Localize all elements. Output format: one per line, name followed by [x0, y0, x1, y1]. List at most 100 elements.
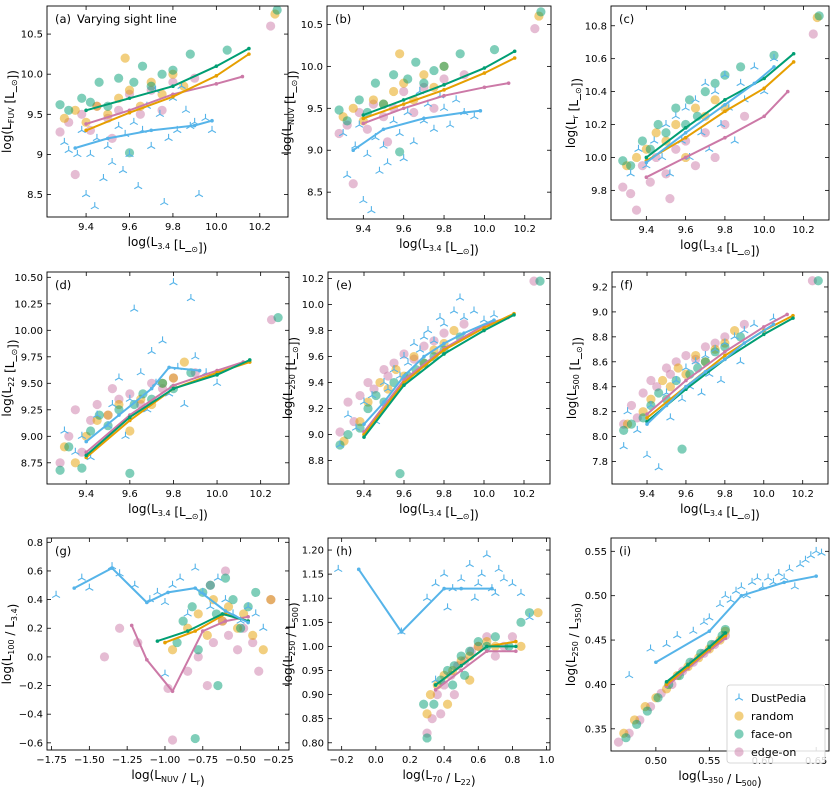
- data-point: [716, 375, 726, 384]
- data-point: [448, 680, 458, 690]
- data-point: [436, 709, 446, 719]
- plot-area-e: [335, 276, 545, 479]
- trend-node: [155, 639, 160, 643]
- data-point: [422, 733, 432, 743]
- x-tick-label: 10.0: [753, 489, 775, 500]
- data-point: [470, 112, 479, 120]
- trend-node: [128, 415, 132, 420]
- trend-node: [361, 121, 366, 126]
- x-tick-label: −0.2: [330, 755, 354, 766]
- x-tick-label: −1.25: [112, 755, 143, 766]
- trend-node: [214, 73, 219, 78]
- x-tick-label: 0.6: [470, 755, 486, 766]
- panel-label: (c): [619, 12, 634, 26]
- data-point: [409, 351, 419, 362]
- data-point: [228, 594, 238, 605]
- data-point: [375, 166, 384, 174]
- panel-b: 9.4 9.6 9.8 10.0 10.2 8.5 9.0 9.5 10.0 10.5 log(L3…: [280, 5, 552, 257]
- trend-node: [84, 122, 88, 126]
- data-point: [439, 61, 449, 71]
- data-point: [138, 389, 148, 399]
- data-point: [715, 600, 725, 608]
- data-point: [363, 397, 373, 407]
- x-tick-label: 9.6: [122, 222, 138, 233]
- data-point: [55, 127, 65, 137]
- y-axis-label: log(L22 [L_⊙]): [0, 339, 20, 416]
- data-point: [348, 103, 358, 113]
- data-point: [232, 645, 243, 655]
- trend-node: [197, 368, 202, 373]
- trend-line-DustPedia: [352, 109, 481, 152]
- trend-node: [442, 586, 446, 591]
- trend-node: [723, 102, 727, 107]
- data-point: [395, 468, 405, 479]
- data-point: [419, 78, 429, 88]
- data-point: [92, 133, 102, 142]
- trend-line-face-on: [157, 612, 249, 643]
- data-point: [726, 595, 735, 603]
- data-point: [665, 382, 675, 392]
- panel-g: −1.75 −1.50 −1.25 −1.00 −0.75 −0.50 −0.25 −0.6 −…: [0, 537, 294, 788]
- trend-node: [644, 175, 649, 179]
- legend-marker-face-on: [734, 729, 744, 739]
- data-point: [193, 652, 203, 662]
- data-point: [654, 463, 663, 471]
- trend-line-random: [665, 634, 726, 686]
- data-point: [490, 632, 500, 642]
- trend-node: [163, 640, 167, 645]
- data-point: [85, 583, 94, 591]
- data-point: [368, 95, 379, 105]
- data-point: [248, 637, 258, 648]
- data-point: [157, 69, 167, 79]
- data-point: [382, 137, 393, 147]
- trend-node: [193, 629, 198, 633]
- y-tick-label: 10.50: [14, 273, 43, 284]
- trend-node: [791, 51, 796, 56]
- data-point: [129, 399, 139, 410]
- trend-node: [84, 450, 89, 455]
- x-axis-label: log(L3.4 [L_⊙]): [399, 237, 479, 257]
- data-point: [499, 574, 509, 582]
- data-point: [429, 65, 439, 76]
- data-point: [379, 141, 388, 149]
- data-point: [153, 587, 162, 596]
- y-tick-label: 9.50: [21, 379, 43, 390]
- data-point: [259, 623, 268, 631]
- data-point: [634, 144, 643, 152]
- axes-frame: [46, 537, 290, 751]
- trend-node: [645, 416, 649, 420]
- data-point: [125, 468, 135, 478]
- trend-node: [166, 590, 170, 595]
- data-point: [146, 81, 156, 91]
- trend-node: [382, 400, 386, 404]
- trend-node: [814, 574, 818, 578]
- data-point: [795, 560, 805, 568]
- data-point: [363, 149, 372, 158]
- y-tick-label: 0.8: [27, 538, 43, 549]
- data-point: [391, 364, 401, 375]
- data-point: [403, 108, 412, 116]
- x-tick-label: 10.2: [513, 489, 535, 500]
- data-point: [624, 671, 634, 679]
- trend-node: [482, 85, 487, 90]
- data-point: [86, 415, 96, 425]
- trend-node: [664, 679, 669, 684]
- data-point: [431, 579, 440, 587]
- data-point: [661, 169, 671, 179]
- trend-node: [762, 76, 766, 81]
- trend-node: [482, 71, 487, 75]
- data-point: [64, 105, 74, 115]
- data-point: [160, 597, 170, 606]
- data-point: [77, 463, 87, 473]
- data-point: [626, 161, 636, 171]
- trend-node: [351, 148, 356, 153]
- trend-node: [683, 126, 688, 130]
- plot-area-g: [51, 562, 276, 745]
- data-point: [335, 427, 345, 437]
- trend-node: [117, 413, 121, 417]
- trend-node: [723, 350, 727, 354]
- data-point: [334, 564, 343, 573]
- data-point: [125, 389, 135, 399]
- x-tick-label: 10.0: [205, 222, 227, 233]
- x-tick-label: 9.4: [356, 489, 372, 500]
